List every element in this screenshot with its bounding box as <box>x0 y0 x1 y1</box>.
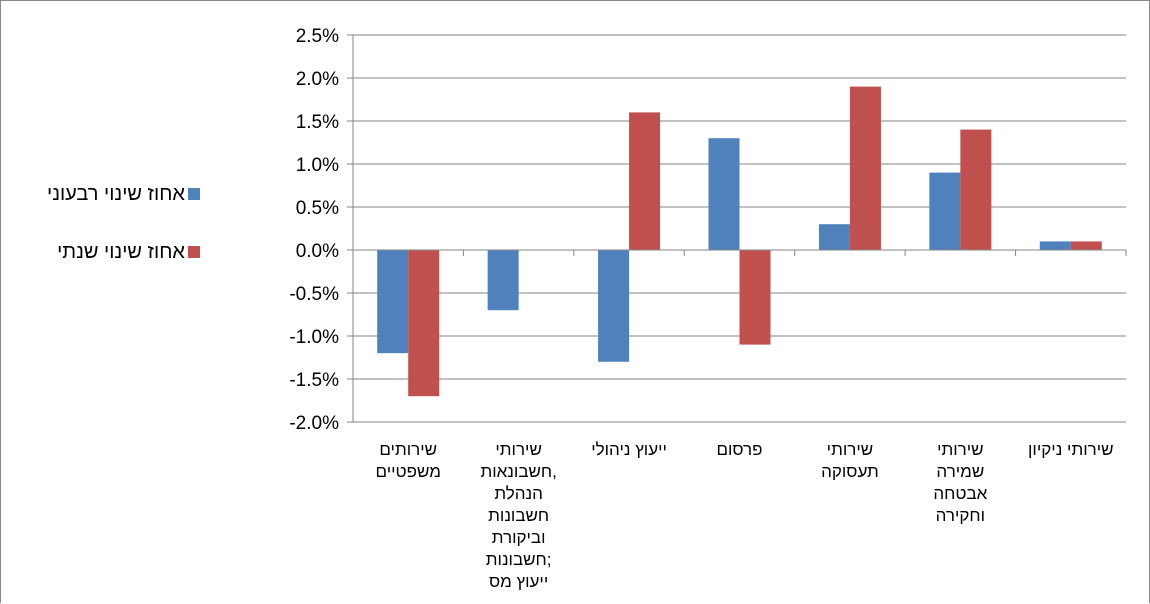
bar-quarterly <box>1039 241 1071 250</box>
category-label-line: ייעוץ ניהולי <box>591 440 667 459</box>
bar-quarterly <box>487 250 519 311</box>
category-label: שירותי שמירה אבטחה וחקירה <box>933 440 987 525</box>
category-label: שירותי ניקיון <box>1028 440 1114 459</box>
legend-item-quarterly: אחוז שינוי רבעוני <box>47 179 200 209</box>
bar-annual <box>960 129 992 250</box>
y-tick-label: 2.0% <box>296 69 339 90</box>
category-label-line: משפטיים <box>376 462 441 481</box>
category-label-line: הנהלת <box>494 484 543 503</box>
category-label: שירותי חשבונאות, הנהלת חשבונות וביקורת חשבונו… <box>480 440 556 591</box>
category-label-line: שירותים <box>379 440 437 459</box>
category-label: שירותי תעסוקה <box>821 440 879 481</box>
y-tick-label: -2.0% <box>289 413 339 434</box>
bar-annual <box>849 86 881 250</box>
y-tick-label: -1.5% <box>289 370 339 391</box>
category-label: פרסום <box>716 440 762 459</box>
category-label-line: שירותי ניקיון <box>1028 440 1114 459</box>
bar-quarterly <box>377 250 409 354</box>
legend: אחוז שינוי רבעוני אחוז שינוי שנתי <box>47 179 200 295</box>
category-label-line: שירותי <box>495 440 541 459</box>
bar-quarterly <box>929 172 961 250</box>
y-tick-label: 2.5% <box>296 26 339 47</box>
bar-annual <box>1070 241 1102 250</box>
y-tick-label: 0.5% <box>296 198 339 219</box>
category-label-line: תעסוקה <box>821 462 879 481</box>
category-label-line: אבטחה <box>933 484 987 503</box>
y-tick-label: -1.0% <box>289 327 339 348</box>
category-label-line: ייעוץ מס <box>489 572 548 591</box>
category-label-line: שמירה <box>936 462 984 481</box>
category-label-line: וחקירה <box>936 506 985 525</box>
legend-swatch-annual <box>187 246 200 258</box>
y-tick-label: 1.0% <box>296 155 339 176</box>
legend-label-annual: אחוז שינוי שנתי <box>57 240 185 263</box>
category-label-line: חשבונות; <box>486 550 552 569</box>
bar-quarterly <box>708 138 740 250</box>
category-label-line: חשבונות <box>488 506 549 525</box>
legend-swatch-quarterly <box>187 188 200 200</box>
bar-quarterly <box>598 250 630 362</box>
bar-annual <box>629 112 661 251</box>
y-tick-label: 1.5% <box>296 112 339 133</box>
category-label-line: שירותי <box>827 440 873 459</box>
category-label: שירותים משפטיים <box>376 440 441 481</box>
legend-item-annual: אחוז שינוי שנתי <box>47 237 200 267</box>
bar-annual <box>739 250 771 345</box>
category-label-line: שירותי <box>937 440 983 459</box>
bar-annual <box>408 250 440 397</box>
bar-quarterly <box>818 224 850 250</box>
category-label-line: וביקורת <box>492 528 546 547</box>
y-tick-label: -0.5% <box>289 284 339 305</box>
y-tick-label: 0.0% <box>296 241 339 262</box>
category-label-line: פרסום <box>716 440 762 459</box>
category-label-line: חשבונאות, <box>480 462 556 481</box>
category-label: ייעוץ ניהולי <box>591 440 667 459</box>
legend-label-quarterly: אחוז שינוי רבעוני <box>47 182 185 205</box>
